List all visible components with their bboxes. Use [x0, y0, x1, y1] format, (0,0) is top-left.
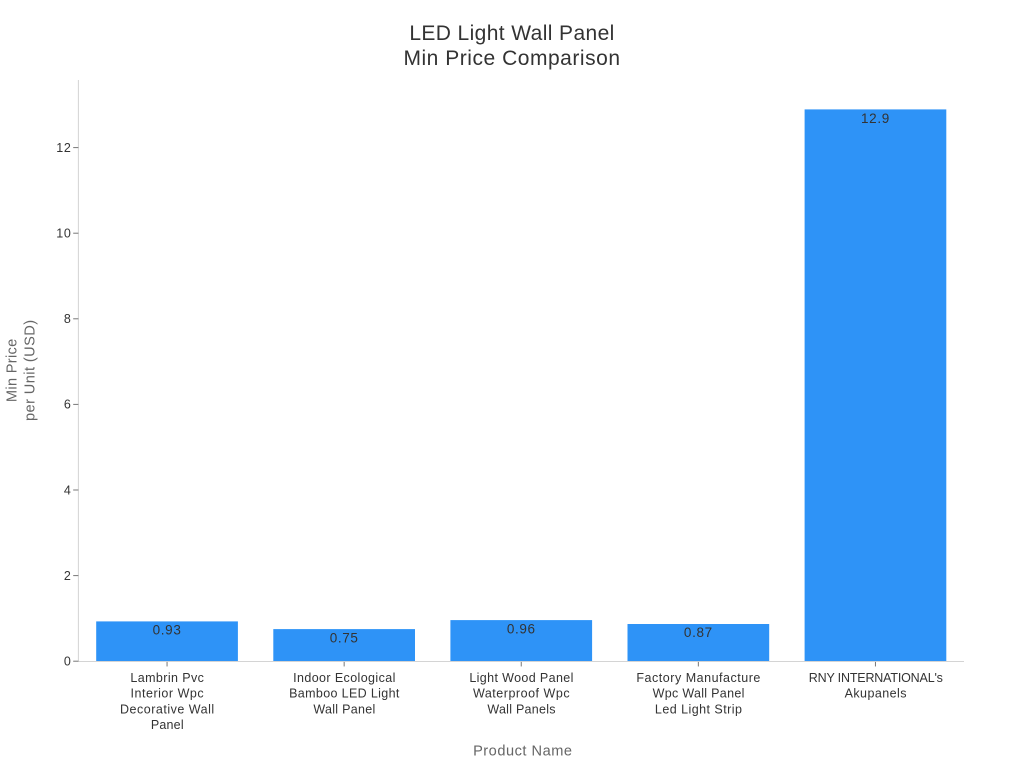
svg-text:0: 0	[64, 655, 72, 669]
svg-text:12.9: 12.9	[861, 111, 890, 126]
svg-text:Indoor Ecological: Indoor Ecological	[293, 671, 396, 685]
svg-text:Lambrin Pvc: Lambrin Pvc	[130, 671, 204, 685]
svg-text:Akupanels: Akupanels	[845, 687, 907, 701]
svg-text:Light Wood Panel: Light Wood Panel	[469, 671, 573, 685]
svg-text:0.93: 0.93	[153, 623, 182, 638]
svg-text:0.87: 0.87	[684, 625, 713, 640]
svg-text:Product Name: Product Name	[473, 744, 572, 760]
svg-text:Interior Wpc: Interior Wpc	[131, 687, 205, 701]
svg-text:4: 4	[64, 483, 72, 497]
svg-text:Bamboo LED Light: Bamboo LED Light	[289, 687, 400, 701]
svg-text:Wall Panels: Wall Panels	[487, 702, 555, 716]
svg-text:0.75: 0.75	[330, 630, 359, 645]
svg-text:Waterproof Wpc: Waterproof Wpc	[473, 687, 570, 701]
svg-text:2: 2	[64, 569, 72, 583]
svg-text:LED Light Wall Panel: LED Light Wall Panel	[409, 22, 614, 45]
svg-text:Min Price: Min Price	[5, 338, 21, 402]
svg-text:Factory Manufacture: Factory Manufacture	[636, 671, 760, 685]
svg-text:10: 10	[56, 227, 71, 241]
svg-text:per Unit (USD): per Unit (USD)	[23, 320, 39, 421]
svg-text:Panel: Panel	[151, 718, 184, 732]
svg-text:Led Light Strip: Led Light Strip	[655, 702, 742, 716]
svg-text:Wpc Wall Panel: Wpc Wall Panel	[653, 687, 745, 701]
svg-text:Wall Panel: Wall Panel	[313, 702, 375, 716]
svg-text:8: 8	[64, 312, 72, 326]
svg-text:6: 6	[64, 398, 72, 412]
svg-text:0.96: 0.96	[507, 621, 536, 636]
svg-text:Min Price Comparison: Min Price Comparison	[403, 47, 620, 70]
svg-text:Decorative Wall: Decorative Wall	[120, 702, 215, 716]
svg-text:RNY INTERNATIONAL's: RNY INTERNATIONAL's	[809, 671, 943, 685]
svg-text:12: 12	[56, 141, 71, 155]
